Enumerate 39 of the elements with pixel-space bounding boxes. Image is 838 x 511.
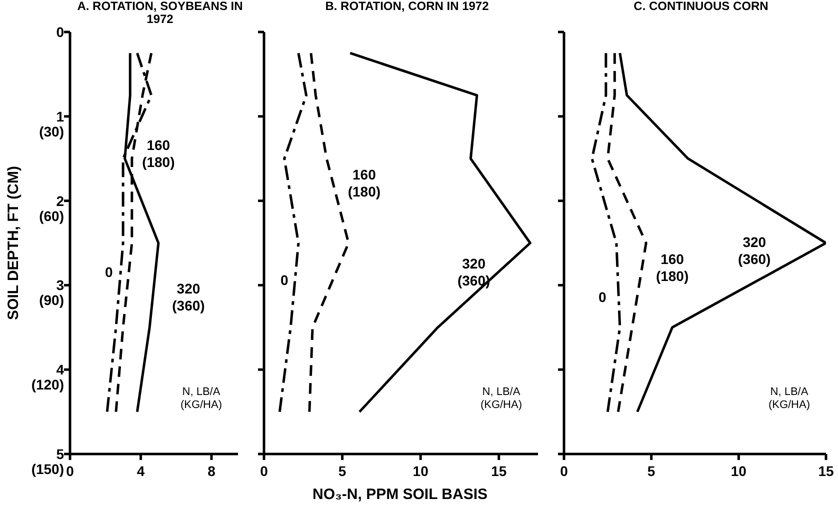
series-label: 160 (180) <box>656 251 689 284</box>
x-tick-label: 15 <box>491 463 507 479</box>
legend-title: N, LB/A (KG/HA) <box>180 386 222 412</box>
series-label: 0 <box>105 264 114 280</box>
y2-tick-label: (90) <box>39 292 64 308</box>
series-label: 320 (360) <box>738 234 771 268</box>
x-tick-label: 0 <box>560 463 568 479</box>
x-tick-label: 4 <box>136 463 145 479</box>
series-label: 320 (360) <box>172 280 205 314</box>
y-tick-label: 0 <box>56 24 64 40</box>
x-tick-label: 10 <box>412 463 429 479</box>
y-tick-label: 4 <box>56 362 64 378</box>
x-tick-label: 5 <box>338 463 346 479</box>
y-tick-label: 5 <box>56 446 64 462</box>
y2-tick-label: (60) <box>39 208 64 224</box>
series-label: 0 <box>280 272 288 288</box>
legend-title: N, LB/A (KG/HA) <box>768 386 810 412</box>
y2-axis-title: SOIL DEPTH, FT (CM) <box>4 166 22 320</box>
chart-title: A. ROTATION, SOYBEANS IN 1972 <box>76 0 244 26</box>
series-label: 160 (180) <box>142 137 175 170</box>
y-tick-label: 3 <box>56 277 64 294</box>
series-label: 0 <box>598 289 607 306</box>
x-tick-label: 0 <box>66 463 74 479</box>
x-tick-label: 10 <box>730 463 747 479</box>
x-axis-title: NO₃-N, PPM SOIL BASIS <box>311 486 488 503</box>
series-label: 160 (180) <box>348 166 381 200</box>
series-label: 320 (360) <box>457 255 490 288</box>
x-tick-label: 0 <box>260 463 268 479</box>
y2-tick-label: (120) <box>31 376 64 393</box>
legend-title: N, LB/A (KG/HA) <box>480 386 522 412</box>
chart-title: B. ROTATION, CORN IN 1972 <box>324 0 490 15</box>
x-tick-label: 8 <box>208 463 216 479</box>
x-tick-label: 5 <box>647 463 656 479</box>
x-tick-label: 15 <box>818 463 834 479</box>
chart-title: C. CONTINUOUS CORN <box>632 0 770 15</box>
y-tick-label: 1 <box>56 108 64 124</box>
y-tick-label: 2 <box>56 192 64 209</box>
y2-tick-label: (30) <box>39 123 64 140</box>
y2-tick-label: (150) <box>31 461 64 477</box>
